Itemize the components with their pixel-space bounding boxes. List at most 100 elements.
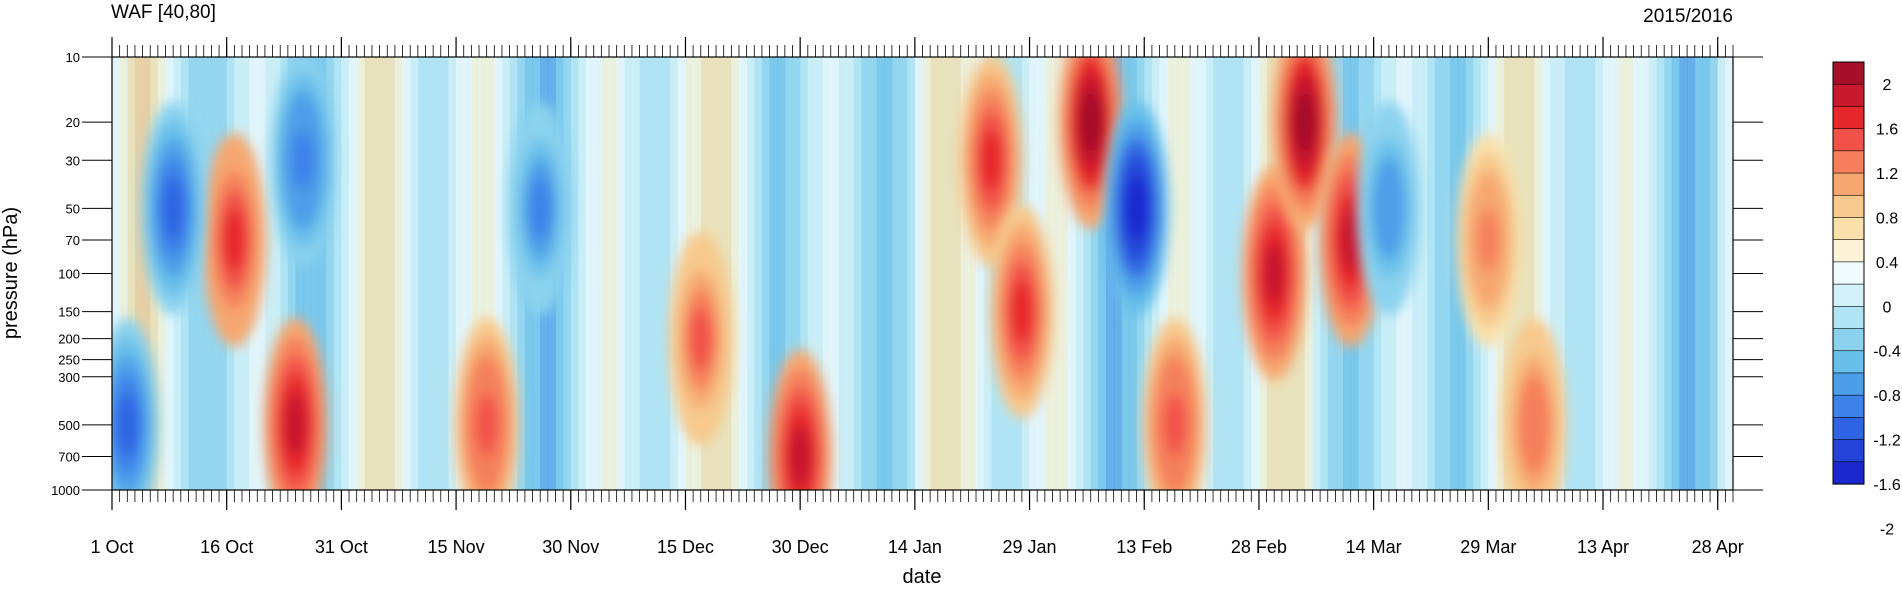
- field-band: [853, 57, 862, 490]
- field-band: [1518, 57, 1528, 490]
- field-band: [953, 57, 962, 490]
- anomaly-contour: [980, 129, 1003, 192]
- field-band: [349, 57, 358, 490]
- field-band: [1427, 57, 1436, 490]
- field-band: [754, 57, 763, 490]
- colorbar-label: 1.6: [1876, 122, 1898, 139]
- colorbar-cell: [1832, 172, 1865, 196]
- anomaly-contour: [116, 393, 139, 456]
- field-band: [647, 57, 656, 490]
- colorbar-cell: [1832, 106, 1865, 130]
- anomaly-blob: [1242, 166, 1307, 381]
- field-band: [930, 57, 939, 490]
- x-tick-label: 16 Oct: [200, 537, 253, 557]
- field-band: [609, 57, 618, 490]
- field-band: [448, 57, 457, 490]
- colorbar-cell: [1832, 372, 1865, 396]
- field-band: [119, 57, 128, 490]
- x-tick-label: 30 Dec: [772, 537, 829, 557]
- colorbar-label: -2: [1880, 521, 1894, 538]
- field-band: [960, 57, 969, 490]
- field-band: [494, 57, 503, 490]
- field-band: [1656, 57, 1665, 490]
- x-tick-label: 30 Nov: [542, 537, 599, 557]
- field-band: [1564, 57, 1574, 490]
- anomaly-contour: [1477, 209, 1500, 271]
- field-band: [1052, 57, 1061, 490]
- field-band: [1664, 57, 1673, 490]
- field-band: [670, 57, 679, 490]
- field-band: [456, 57, 465, 490]
- field-band: [509, 57, 518, 490]
- x-tick-label: 28 Feb: [1231, 537, 1287, 557]
- field-band: [295, 57, 304, 490]
- y-axis: 10 20 30 50 70 100 150 200 250 300 500 700 1000: [51, 50, 1763, 498]
- field-band: [1603, 57, 1612, 490]
- field-band: [112, 57, 121, 490]
- field-band: [1679, 57, 1688, 490]
- field-band: [800, 57, 809, 490]
- season-label: 2015/2016: [1643, 6, 1733, 27]
- y-tick-label: 50: [66, 201, 80, 216]
- anomaly-contour: [1010, 280, 1034, 343]
- anomaly-blob: [1356, 101, 1421, 316]
- field-band: [1717, 57, 1726, 490]
- field-band: [899, 57, 908, 490]
- anomaly-contour: [1263, 242, 1286, 305]
- anomaly-blob: [271, 57, 336, 268]
- field-band: [1618, 57, 1627, 490]
- colorbar-cell: [1832, 439, 1865, 463]
- colorbar-cell: [1832, 61, 1865, 85]
- field-band: [1067, 57, 1077, 490]
- field-band: [417, 57, 427, 490]
- anomaly-blob: [141, 101, 206, 316]
- field-band: [968, 57, 977, 490]
- field-band: [1587, 57, 1596, 490]
- field-band: [1557, 57, 1566, 490]
- anomaly-blob: [263, 317, 328, 490]
- anomaly-blob: [202, 133, 267, 347]
- colorbar: 2 1.6 1.2 0.8 0.4 0 -0.4 -0.8 -1.2 -1.6 -2: [1832, 61, 1901, 538]
- field-band: [1228, 57, 1237, 490]
- field-band: [1098, 57, 1107, 490]
- field-band: [410, 57, 419, 490]
- field-band: [1220, 57, 1229, 490]
- anomaly-blob: [668, 231, 733, 446]
- field-band: [486, 57, 495, 490]
- field-band: [1060, 57, 1069, 490]
- field-band: [1648, 57, 1658, 490]
- anomaly-contour: [475, 393, 498, 456]
- field-band: [1090, 57, 1099, 490]
- field-band: [379, 57, 388, 490]
- field-band: [1419, 57, 1428, 490]
- colorbar-cell: [1832, 394, 1865, 418]
- colorbar-label: 2: [1883, 77, 1892, 94]
- field-band: [861, 57, 870, 490]
- field-band: [333, 57, 342, 490]
- chart-title: WAF [40,80]: [111, 2, 216, 23]
- y-tick-label: 100: [58, 267, 80, 282]
- x-tick-label: 13 Feb: [1116, 537, 1172, 557]
- field-band: [402, 57, 411, 490]
- field-band: [1450, 57, 1459, 490]
- field-band: [884, 57, 893, 490]
- anomaly-blob: [112, 317, 160, 490]
- field-band: [723, 57, 732, 490]
- x-tick-label: 15 Nov: [428, 537, 485, 557]
- anomaly-blob: [768, 349, 833, 490]
- field-band: [1304, 57, 1314, 490]
- field-band: [1610, 57, 1619, 490]
- field-band: [937, 57, 947, 490]
- field-band: [463, 57, 472, 490]
- field-band: [318, 57, 327, 490]
- x-tick-label: 28 Apr: [1692, 537, 1744, 557]
- plot-area: [111, 56, 1734, 491]
- field-band: [280, 57, 289, 490]
- colorbar-cell: [1832, 194, 1865, 219]
- field-band: [761, 57, 771, 490]
- field-band: [777, 57, 786, 490]
- anomaly-blob: [989, 204, 1054, 419]
- field-band: [272, 57, 281, 490]
- field-band: [983, 57, 992, 490]
- anomaly-blob: [1104, 101, 1169, 316]
